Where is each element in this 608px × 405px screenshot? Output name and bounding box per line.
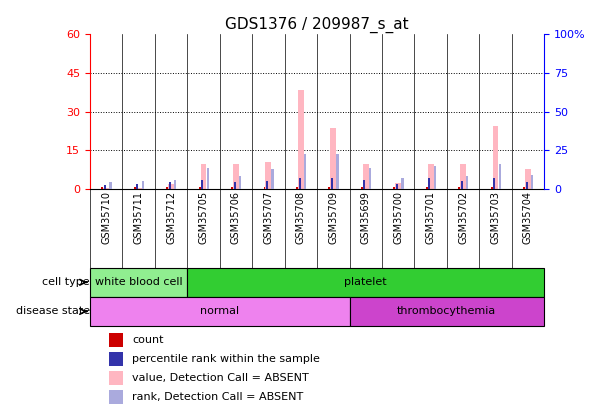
Title: GDS1376 / 209987_s_at: GDS1376 / 209987_s_at [225,17,409,33]
Bar [166,188,168,189]
Bar [104,185,106,189]
Bar [90,297,350,326]
Text: GSM35711: GSM35711 [134,191,143,244]
Bar [493,179,495,189]
Text: GSM35700: GSM35700 [393,191,403,244]
Bar [134,188,136,189]
Text: cell type: cell type [43,277,90,287]
Bar [427,164,434,189]
Bar [361,188,363,189]
Bar [460,164,466,189]
Bar [492,126,499,189]
Bar [266,181,268,189]
Bar [109,352,123,366]
Bar [187,268,544,297]
Bar [525,169,531,189]
Bar [168,184,174,189]
Bar [330,128,336,189]
Bar [401,179,404,189]
Bar [304,154,306,189]
Bar [136,188,142,189]
Bar [298,90,304,189]
Text: rank, Detection Call = ABSENT: rank, Detection Call = ABSENT [132,392,303,402]
Bar [103,188,109,189]
Text: count: count [132,335,164,345]
Bar [90,268,187,297]
Bar [393,188,395,189]
Text: value, Detection Call = ABSENT: value, Detection Call = ABSENT [132,373,309,383]
Bar [499,164,501,189]
Bar [231,188,233,189]
Bar [109,390,123,404]
Bar [272,169,274,189]
Text: GSM35705: GSM35705 [199,191,209,244]
Text: normal: normal [200,307,240,316]
Bar [328,188,330,189]
Bar [201,164,207,189]
Bar [396,183,398,189]
Bar [364,180,365,189]
Bar [263,188,266,189]
Text: GSM35706: GSM35706 [231,191,241,244]
Bar [136,183,139,189]
Bar [369,168,371,189]
Bar [296,188,298,189]
Text: GSM35699: GSM35699 [361,191,371,244]
Bar [233,164,239,189]
Bar [523,188,525,189]
Bar [491,188,492,189]
Text: GSM35710: GSM35710 [101,191,111,244]
Bar [142,181,144,189]
Bar [299,179,300,189]
Text: white blood cell: white blood cell [95,277,182,287]
Bar [331,179,333,189]
Bar [239,176,241,189]
Bar [336,154,339,189]
Bar [109,333,123,347]
Bar [466,176,468,189]
Text: GSM35708: GSM35708 [296,191,306,244]
Bar [201,180,203,189]
Bar [109,182,111,189]
Bar [526,182,528,189]
Bar [109,371,123,385]
Bar [169,182,171,189]
Bar [395,183,401,189]
Bar [434,166,436,189]
Bar [461,181,463,189]
Bar [233,182,236,189]
Text: GSM35707: GSM35707 [263,191,274,244]
Bar [199,188,201,189]
Text: GSM35712: GSM35712 [166,191,176,244]
Text: GSM35703: GSM35703 [491,191,500,244]
Text: GSM35701: GSM35701 [426,191,435,244]
Bar [429,179,430,189]
Bar [458,188,460,189]
Bar [174,180,176,189]
Text: platelet: platelet [344,277,387,287]
Bar [266,162,271,189]
Bar [102,188,103,189]
Text: disease state: disease state [16,307,90,316]
Text: GSM35709: GSM35709 [328,191,338,244]
Bar [363,164,368,189]
Text: GSM35702: GSM35702 [458,191,468,244]
Bar [531,175,533,189]
Text: thrombocythemia: thrombocythemia [397,307,497,316]
Text: GSM35704: GSM35704 [523,191,533,244]
Text: percentile rank within the sample: percentile rank within the sample [132,354,320,364]
Bar [207,168,209,189]
Bar [350,297,544,326]
Bar [426,188,427,189]
